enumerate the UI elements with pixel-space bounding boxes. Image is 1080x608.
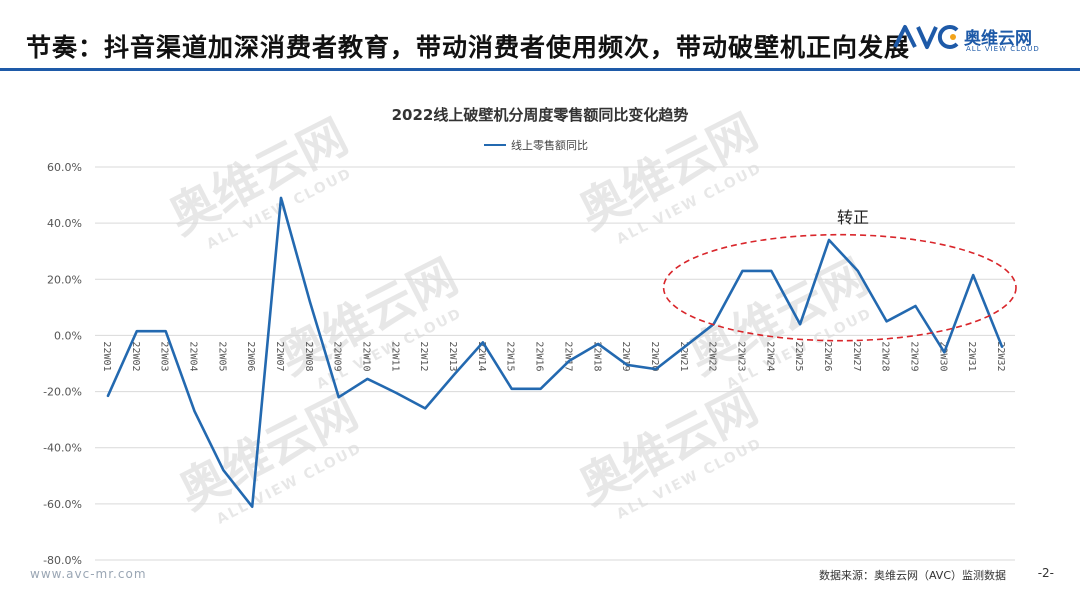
x-tick-label: 22W12 (418, 341, 429, 371)
x-tick-label: 22W25 (793, 341, 804, 371)
x-tick-label: 22W22 (707, 341, 718, 371)
annotation-label: 转正 (837, 208, 869, 227)
x-tick-label: 22W15 (505, 341, 516, 371)
y-tick-label: 60.0% (47, 161, 82, 174)
x-tick-label: 22W05 (216, 341, 227, 371)
page-number: -2- (1037, 566, 1054, 580)
x-tick-label: 22W08 (303, 341, 314, 371)
x-tick-label: 22W27 (851, 341, 862, 371)
x-tick-label: 22W26 (822, 341, 833, 371)
y-tick-label: 40.0% (47, 217, 82, 230)
x-tick-label: 22W16 (534, 341, 545, 371)
chart-legend: 线上零售额同比 (484, 137, 588, 153)
y-tick-label: 20.0% (47, 273, 82, 286)
legend-swatch (484, 144, 506, 146)
x-tick-label: 22W29 (908, 341, 919, 371)
x-tick-label: 22W11 (389, 341, 400, 371)
y-tick-label: -80.0% (43, 554, 82, 567)
x-tick-label: 22W21 (678, 341, 689, 371)
logo-brand-en: ALL VIEW CLOUD (966, 45, 1040, 53)
avc-logo: 奥维云网 ALL VIEW CLOUD (893, 24, 1063, 56)
title-divider (0, 68, 1080, 71)
x-tick-label: 22W04 (188, 341, 199, 371)
series-line (106, 196, 1004, 508)
avc-logo-icon (893, 25, 959, 49)
footer-url[interactable]: www.avc-mr.com (30, 567, 147, 581)
logo-brand-cn: 奥维云网 (964, 29, 1032, 49)
x-tick-label: 22W19 (620, 341, 631, 371)
legend-label: 线上零售额同比 (511, 139, 588, 152)
x-tick-label: 22W02 (130, 341, 141, 371)
y-axis-tick-labels: 60.0% 40.0% 20.0% 0.0% -20.0% -40.0% -60.0% -80… (43, 161, 82, 567)
x-tick-label: 22W07 (274, 341, 285, 371)
y-tick-label: -20.0% (43, 386, 82, 399)
x-tick-label: 22W23 (735, 341, 746, 371)
x-tick-label: 22W31 (966, 341, 977, 371)
x-tick-label: 22W10 (361, 341, 372, 371)
x-tick-label: 22W06 (245, 341, 256, 371)
x-tick-label: 22W03 (159, 341, 170, 371)
y-tick-label: 0.0% (54, 329, 82, 342)
data-source: 数据来源：奥维云网（AVC）监测数据 (818, 569, 1006, 582)
x-tick-label: 22W13 (447, 341, 458, 371)
x-tick-label: 22W14 (476, 341, 487, 371)
x-axis-tick-labels: 22W01 22W02 22W03 22W04 22W05 22W06 22W07 22W08… (101, 341, 1006, 371)
y-tick-label: -40.0% (43, 442, 82, 455)
x-tick-label: 22W28 (880, 341, 891, 371)
x-tick-label: 22W01 (101, 341, 112, 371)
chart-title: 2022线上破壁机分周度零售额同比变化趋势 (391, 106, 689, 124)
x-tick-label: 22W18 (591, 341, 602, 371)
x-tick-label: 22W32 (995, 341, 1006, 371)
highlight-ellipse (662, 233, 1017, 342)
x-tick-label: 22W30 (937, 341, 948, 371)
y-tick-label: -60.0% (43, 498, 82, 511)
x-tick-label: 22W17 (562, 341, 573, 371)
x-tick-label: 22W20 (649, 341, 660, 371)
page-title: 节奏：抖音渠道加深消费者教育，带动消费者使用频次，带动破壁机正向发展 (26, 33, 911, 62)
x-tick-label: 22W09 (332, 341, 343, 371)
x-tick-label: 22W24 (764, 341, 775, 371)
gridlines (95, 166, 1015, 561)
